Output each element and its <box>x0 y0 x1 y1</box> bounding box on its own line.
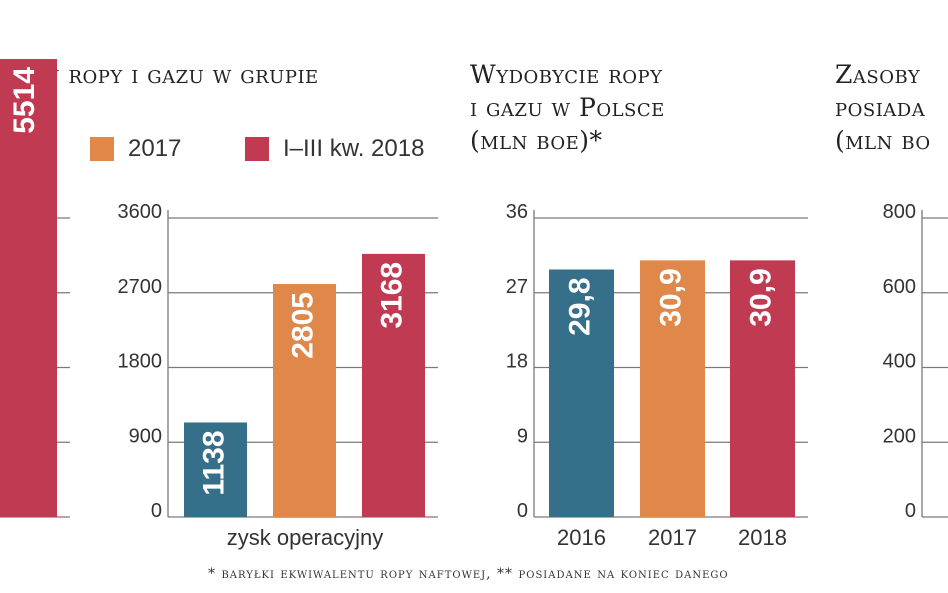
y-tick-label: 0 <box>905 500 916 522</box>
bar <box>273 284 336 517</box>
x-tick-label: 2016 <box>557 525 606 550</box>
y-tick-label: 27 <box>506 276 528 298</box>
y-tick-label: 0 <box>151 500 162 522</box>
y-tick-label: 900 <box>129 425 162 447</box>
bar <box>730 260 795 517</box>
bar <box>549 269 614 517</box>
bar <box>362 253 425 517</box>
bar-value-label: 29,8 <box>563 277 596 335</box>
legend-item-2018: I–III kw. 2018 <box>245 135 424 163</box>
bar-value-label: 3168 <box>375 262 408 329</box>
x-axis-label: zysk operacyjny <box>227 525 384 550</box>
bar-value-label: 30,9 <box>654 268 687 326</box>
bar-value-label: 1138 <box>197 430 230 495</box>
y-tick-label: 0 <box>517 500 528 522</box>
y-tick-label: 200 <box>883 425 916 447</box>
y-tick-label: 1800 <box>118 351 163 373</box>
bar <box>184 422 247 517</box>
legend-swatch-2017 <box>90 137 114 161</box>
bar-value-label: 5514 <box>8 67 41 134</box>
y-tick-label: 2700 <box>118 276 163 298</box>
footnote: * baryłki ekwiwalentu ropy naftowej, ** … <box>208 566 729 582</box>
legend-label-2018: I–III kw. 2018 <box>283 135 425 162</box>
y-tick-label: 600 <box>883 276 916 298</box>
chart-title-right: Zasoby posiada (mln bo <box>835 60 931 155</box>
y-tick-label: 36 <box>506 201 528 223</box>
bar-value-label: 2805 <box>286 292 319 359</box>
bar <box>640 260 705 517</box>
y-tick-label: 18 <box>506 351 528 373</box>
bar <box>0 59 57 517</box>
y-tick-label: 9 <box>517 425 528 447</box>
y-tick-label: 3600 <box>118 201 163 223</box>
legend-label-2017: 2017 <box>128 135 182 162</box>
x-tick-label: 2018 <box>738 525 787 550</box>
chart-title-middle: Wydobycie ropy i gazu w Polsce (mln boe)… <box>470 60 665 155</box>
bar-value-label: 30,9 <box>744 268 777 326</box>
x-tick-label: 2017 <box>648 525 697 550</box>
legend-item-2017: 2017 <box>90 135 181 163</box>
legend-swatch-2018 <box>245 137 269 161</box>
y-tick-label: 800 <box>883 201 916 223</box>
y-tick-label: 400 <box>883 351 916 373</box>
chart-title-left: byciu ropy i gazu w grupie <box>0 60 319 89</box>
